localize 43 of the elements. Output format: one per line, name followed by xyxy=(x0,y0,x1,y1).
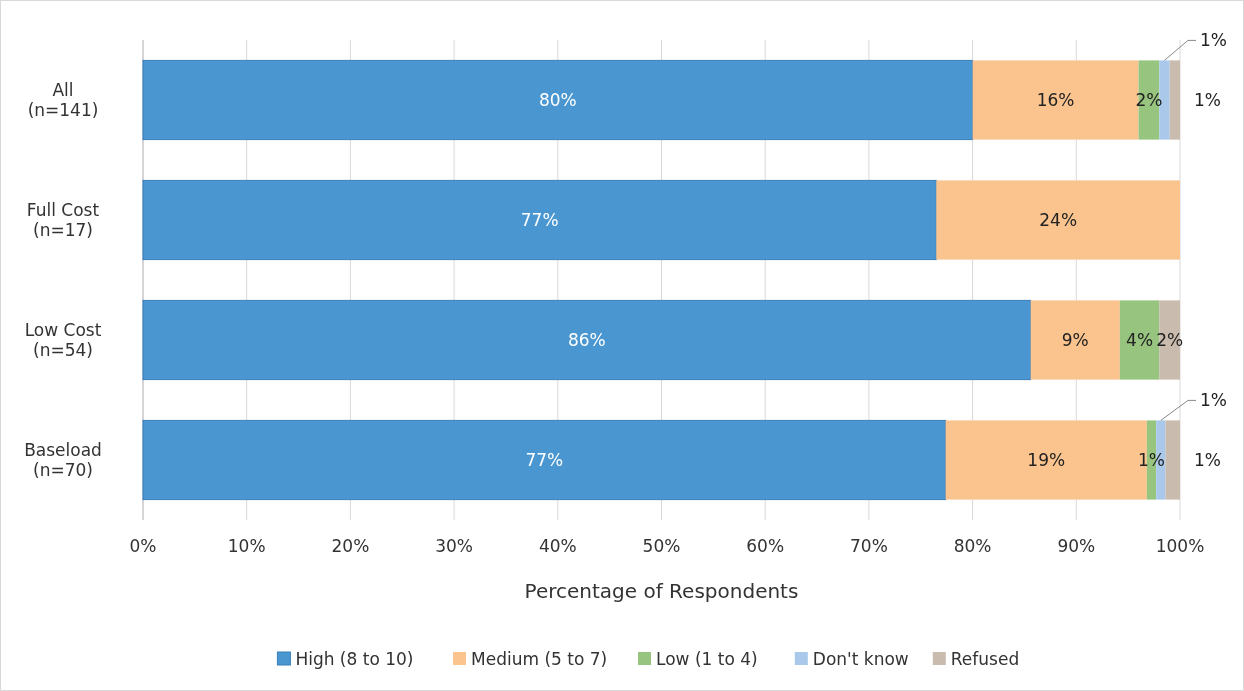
x-tick-label: 30% xyxy=(435,536,473,556)
x-tick-label: 70% xyxy=(850,536,888,556)
data-label: 24% xyxy=(1039,209,1078,230)
data-label: 1% xyxy=(1200,390,1227,411)
data-label: 16% xyxy=(1036,89,1075,110)
bar xyxy=(142,179,937,261)
legend-label: High (8 to 10) xyxy=(295,648,414,669)
x-axis-title: Percentage of Respondents xyxy=(524,579,799,603)
x-tick-label: 50% xyxy=(642,536,681,556)
bar xyxy=(1169,60,1180,140)
bar xyxy=(142,419,947,501)
data-label: 2% xyxy=(1156,329,1184,350)
legend-label: Medium (5 to 7) xyxy=(471,648,608,669)
data-label: 80% xyxy=(538,89,577,110)
data-label: 77% xyxy=(520,209,559,230)
x-tick-label: 100% xyxy=(1155,536,1205,556)
legend-label: Low (1 to 4) xyxy=(656,648,758,669)
y-tick-label: Baseload (n=70) xyxy=(24,439,102,481)
data-label: 9% xyxy=(1061,329,1089,350)
bar xyxy=(142,59,974,141)
legend-label: Don't know xyxy=(812,648,909,669)
y-tick-label: Full Cost (n=17) xyxy=(26,199,100,241)
bar xyxy=(1165,420,1180,500)
x-tick-label: 60% xyxy=(746,536,785,556)
bar xyxy=(936,180,1180,260)
bar xyxy=(142,299,1032,381)
data-label: 1% xyxy=(1194,449,1221,470)
x-tick-label: 90% xyxy=(1057,536,1096,556)
x-tick-label: 0% xyxy=(129,536,157,556)
data-label: 19% xyxy=(1027,449,1066,470)
data-label: 77% xyxy=(525,449,564,470)
y-tick-label: Low Cost (n=54) xyxy=(24,319,102,361)
x-tick-label: 10% xyxy=(227,536,266,556)
data-label: 4% xyxy=(1126,329,1154,350)
legend-label: Refused xyxy=(950,648,1020,669)
y-tick-label: All (n=141) xyxy=(27,79,99,121)
x-tick-label: 40% xyxy=(538,536,577,556)
x-tick-label: 80% xyxy=(953,536,992,556)
bar xyxy=(1030,300,1120,380)
data-label: 1% xyxy=(1194,89,1221,110)
data-label: 1% xyxy=(1200,30,1227,51)
data-label: 86% xyxy=(567,329,606,350)
x-tick-label: 20% xyxy=(331,536,370,556)
